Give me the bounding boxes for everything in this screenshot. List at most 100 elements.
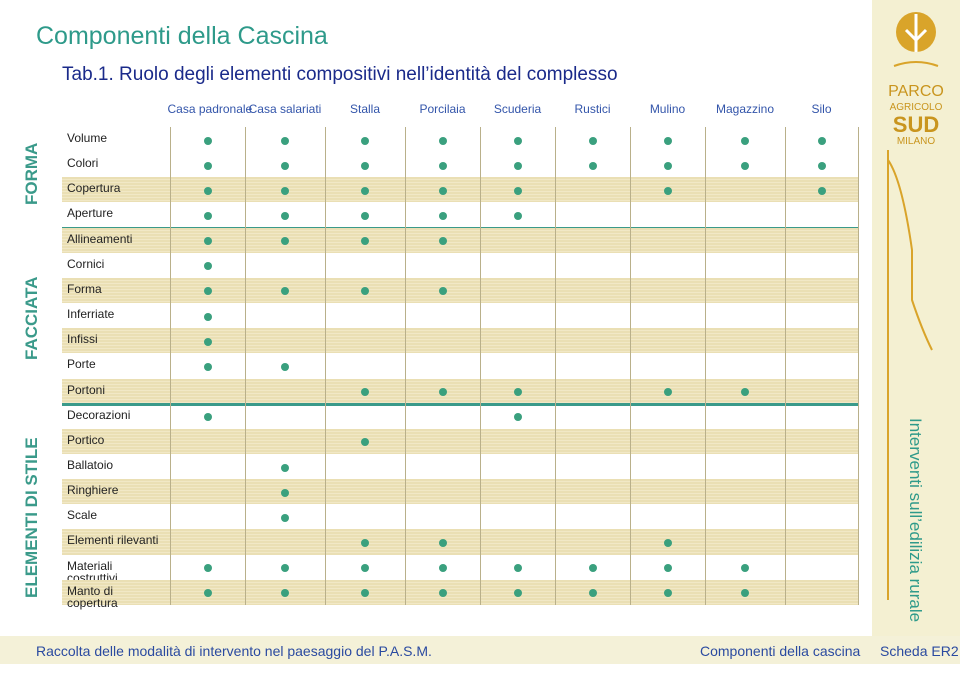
mark-dot [513,564,522,573]
mark-dot [513,186,522,195]
mark-dot [361,564,369,573]
row-label: Portoni [67,382,106,397]
column-divider [785,127,786,605]
sidebar-art: PARCO AGRICOLO SUD MILANO Interventi sul… [887,12,944,622]
mark-dot [203,237,212,246]
mark-dot [513,413,522,422]
mark-dot [663,136,672,145]
mark-dot [438,538,447,547]
mark-dot [281,589,289,598]
mark-dot [281,287,289,296]
table-row [62,303,858,328]
column-header: Casa salariati [248,102,322,116]
row-label: Copertura [67,181,121,196]
mark-dot [203,161,212,170]
group-label: FACCIATA [22,276,41,360]
table-row [62,378,858,404]
mark-dot [741,388,749,397]
mark-dot [281,136,289,145]
mark-dot [588,564,597,573]
group-label: ELEMENTI DI STILE [22,437,41,598]
mark-dot [203,186,212,195]
table-row [62,504,858,529]
mark-dot [438,161,447,170]
mark-dot [281,161,289,170]
mark-dot [438,186,447,195]
table-row [62,353,858,378]
mark-dot [438,287,447,296]
row-label: Porte [67,357,96,372]
group-label: FORMA [22,142,41,205]
table-row [62,404,858,429]
mark-dot [817,161,826,170]
row-label: Volume [67,131,108,145]
table-row [62,253,858,278]
mark-dot [281,362,289,371]
column-header: Silo [811,102,832,116]
table-row [62,277,858,304]
row-label: Aperture [67,206,114,221]
column-divider [858,127,859,605]
table-row [62,152,858,177]
mark-dot [281,513,289,522]
column-divider [705,127,706,605]
mark-dot [513,136,522,145]
row-label: Manto di copertura [67,583,118,610]
mark-dot [588,589,597,598]
mark-dot [438,136,447,145]
mark-dot [438,388,447,397]
footer-middle: Componenti della cascina [700,643,861,659]
mark-dot [203,136,212,145]
sidebar-caption: Interventi sull’edilizia rurale [906,418,925,622]
column-header: Rustici [574,102,611,116]
row-label: Elementi rilevanti [67,533,159,548]
mark-dot [361,186,369,195]
mark-dot [438,212,447,221]
column-header: Magazzino [715,102,775,116]
mark-dot [203,564,212,573]
table-row [62,177,858,203]
mark-dot [588,161,597,170]
mark-dot [663,538,672,547]
footer [0,636,960,664]
mark-dot [663,186,672,195]
mark-dot [817,186,826,195]
column-header: Stalla [349,102,381,116]
mark-dot [438,589,447,598]
sidebar: PARCO AGRICOLO SUD MILANO Interventi sul… [872,0,960,636]
mark-dot [203,287,212,296]
column-header: Porcilaia [419,102,466,116]
title: Componenti della Cascina [36,22,328,50]
mark-dot [281,488,289,497]
row-label: Cornici [67,256,105,271]
mark-dot [361,237,369,246]
mark-dot [513,388,522,397]
mark-dot [361,589,369,598]
mark-dot [663,161,672,170]
mark-dot [741,136,749,145]
mark-dot [203,262,212,271]
mark-dot [203,589,212,598]
row-label: Decorazioni [67,407,131,422]
table-row [62,127,858,152]
table-row [62,227,858,253]
row-label: Portico [67,432,105,447]
row-label: Ballatoio [67,457,114,472]
mark-dot [203,312,212,321]
table-row [62,428,858,454]
column-header: Scuderia [493,102,542,116]
row-label: Scale [67,508,98,523]
mark-dot [741,161,749,170]
mark-dot [741,589,749,598]
column-divider [170,127,171,605]
mark-dot [361,212,369,221]
mark-dot [281,237,289,246]
mark-dot [588,136,597,145]
mark-dot [281,564,289,573]
row-label: Colori [67,156,99,171]
row-label: Allineamenti [67,231,133,246]
footer-right: Scheda ER2 [880,643,959,659]
column-header: Mulino [649,102,686,116]
table-row [62,479,858,505]
